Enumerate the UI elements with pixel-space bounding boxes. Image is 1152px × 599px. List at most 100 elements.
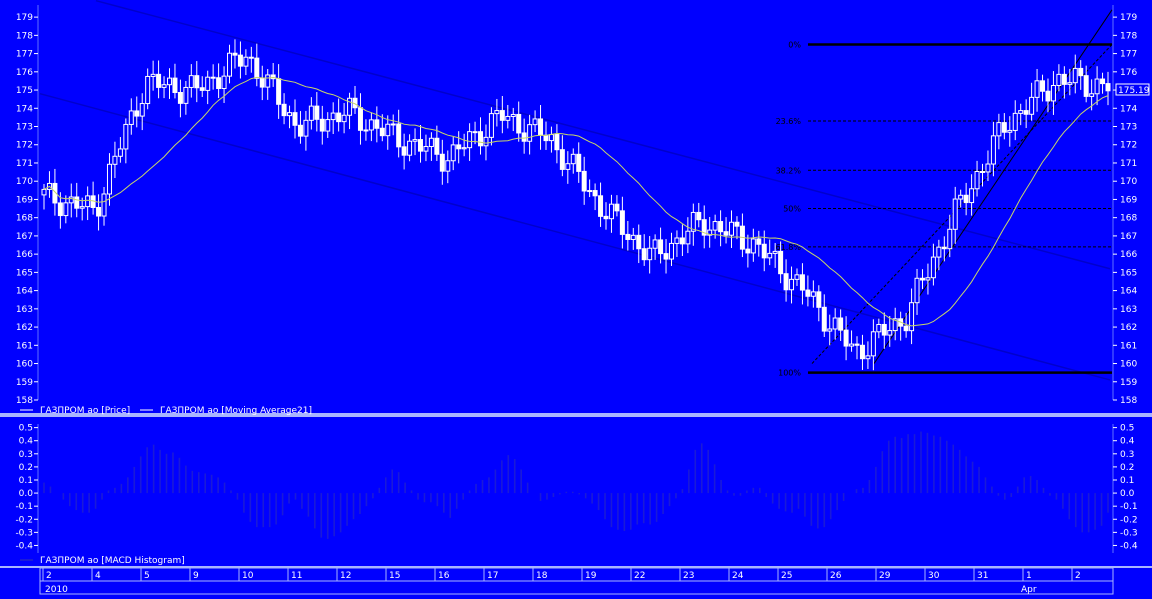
candle-body (854, 343, 860, 346)
moving-average-line (43, 76, 1109, 327)
macd-tick-label-right: -0.4 (1120, 541, 1138, 551)
candle-body (396, 123, 402, 148)
date-tick-label: 31 (977, 571, 988, 581)
candle-body (172, 77, 178, 94)
channel-upper-line (95, 0, 1111, 270)
candle-body (478, 131, 484, 147)
candle-body (865, 355, 871, 360)
macd-marks: 0.5 0.5 0.4 0.4 0.3 0.3 0.2 0.2 0.1 0.1 0.0 0.0 -0.1… (15, 424, 1137, 552)
candle-body (690, 211, 696, 232)
y-tick-label-left: 161 (16, 341, 33, 351)
candle-body (794, 274, 800, 280)
candle-body (1040, 80, 1046, 92)
candle-body (85, 195, 91, 208)
candle-body (1029, 96, 1035, 115)
date-tick-label: 9 (193, 571, 199, 581)
macd-tick-label-left: -0.3 (15, 528, 33, 538)
candle-body (472, 131, 478, 134)
candle-body (276, 78, 282, 105)
candle-body (319, 118, 325, 132)
candle-body (696, 211, 702, 221)
candle-body (832, 317, 838, 330)
candle-body (216, 77, 222, 90)
candle-body (243, 56, 249, 67)
candle-body (919, 277, 925, 281)
candle-body (401, 146, 407, 156)
candle-body (232, 52, 238, 56)
candle-body (876, 323, 882, 333)
candle-body (412, 139, 418, 142)
candle-body (614, 203, 620, 212)
candle-body (308, 105, 314, 121)
candle-body (701, 219, 707, 236)
candle-body (881, 323, 887, 336)
y-tick-label-right: 163 (1120, 305, 1137, 315)
macd-tick-label-left: 0.0 (19, 489, 34, 499)
candle-body (270, 74, 276, 80)
candle-body (756, 238, 762, 245)
candle-body (559, 149, 565, 170)
candle-body (434, 137, 440, 155)
macd-tick-label-right: 0.4 (1120, 437, 1135, 447)
candle-body (390, 123, 396, 126)
fib-level-label: 50% (783, 205, 801, 214)
date-tick-label: 11 (291, 571, 302, 581)
candle-body (1105, 83, 1111, 92)
y-tick-label-right: 159 (1120, 378, 1137, 388)
candle-body (483, 136, 489, 147)
candle-body (199, 87, 205, 91)
candle-body (603, 215, 609, 220)
candle-body (1012, 112, 1018, 131)
candle-body (816, 291, 822, 308)
candle-body (592, 190, 598, 197)
candle-body (428, 137, 434, 148)
candle-body (96, 207, 102, 217)
candle-body (325, 119, 331, 132)
macd-tick-label-left: 0.4 (19, 437, 34, 447)
macd-tick-label-left: 0.1 (19, 476, 33, 486)
candle-body (265, 74, 271, 88)
candle-body (974, 170, 980, 190)
price-marks: 0% 23.6% 38.2% 50% 61.8% 100% (39, 0, 1113, 381)
candle-body (210, 76, 216, 79)
candle-body (723, 231, 729, 236)
candle-body (79, 206, 85, 209)
last-price-label: 175.19 (1118, 86, 1150, 96)
date-tick-label: 4 (95, 571, 101, 581)
candle-body (859, 344, 865, 360)
candle-body (821, 306, 827, 332)
date-tick-label: 15 (389, 571, 400, 581)
fib-level-label: 23.6% (776, 117, 802, 126)
candle-body (734, 221, 740, 227)
macd-tick-label-right: -0.1 (1120, 502, 1138, 512)
legend-ma: ГАЗПРОМ ао [Moving Average21] (160, 406, 312, 416)
candle-body (952, 198, 958, 230)
y-tick-label-left: 170 (16, 177, 33, 187)
channel-lower-line (39, 92, 1111, 381)
candle-body (625, 233, 631, 240)
macd-tick-label-right: -0.2 (1120, 515, 1138, 525)
year-label: 2010 (45, 585, 68, 595)
y-tick-label-left: 172 (16, 141, 33, 151)
candle-body (685, 230, 691, 245)
y-tick-label-right: 168 (1120, 214, 1137, 224)
candle-body (63, 202, 69, 217)
candle-body (914, 277, 920, 304)
candle-body (456, 144, 462, 150)
candle-body (254, 57, 260, 79)
y-tick-label-left: 168 (16, 214, 33, 224)
y-tick-label-right: 172 (1120, 141, 1137, 151)
macd-tick-label-right: -0.3 (1120, 528, 1138, 538)
candle-body (259, 77, 265, 88)
legend-macd: ГАЗПРОМ ао [MACD Histogram] (40, 556, 185, 566)
y-tick-label-right: 178 (1120, 31, 1137, 41)
candle-body (52, 182, 58, 204)
candle-body (619, 210, 625, 235)
y-tick-label-left: 179 (16, 13, 33, 23)
candle-body (445, 160, 451, 172)
candle-body (527, 124, 533, 142)
date-tick-label: 1 (1026, 571, 1032, 581)
y-tick-label-right: 176 (1120, 68, 1137, 78)
